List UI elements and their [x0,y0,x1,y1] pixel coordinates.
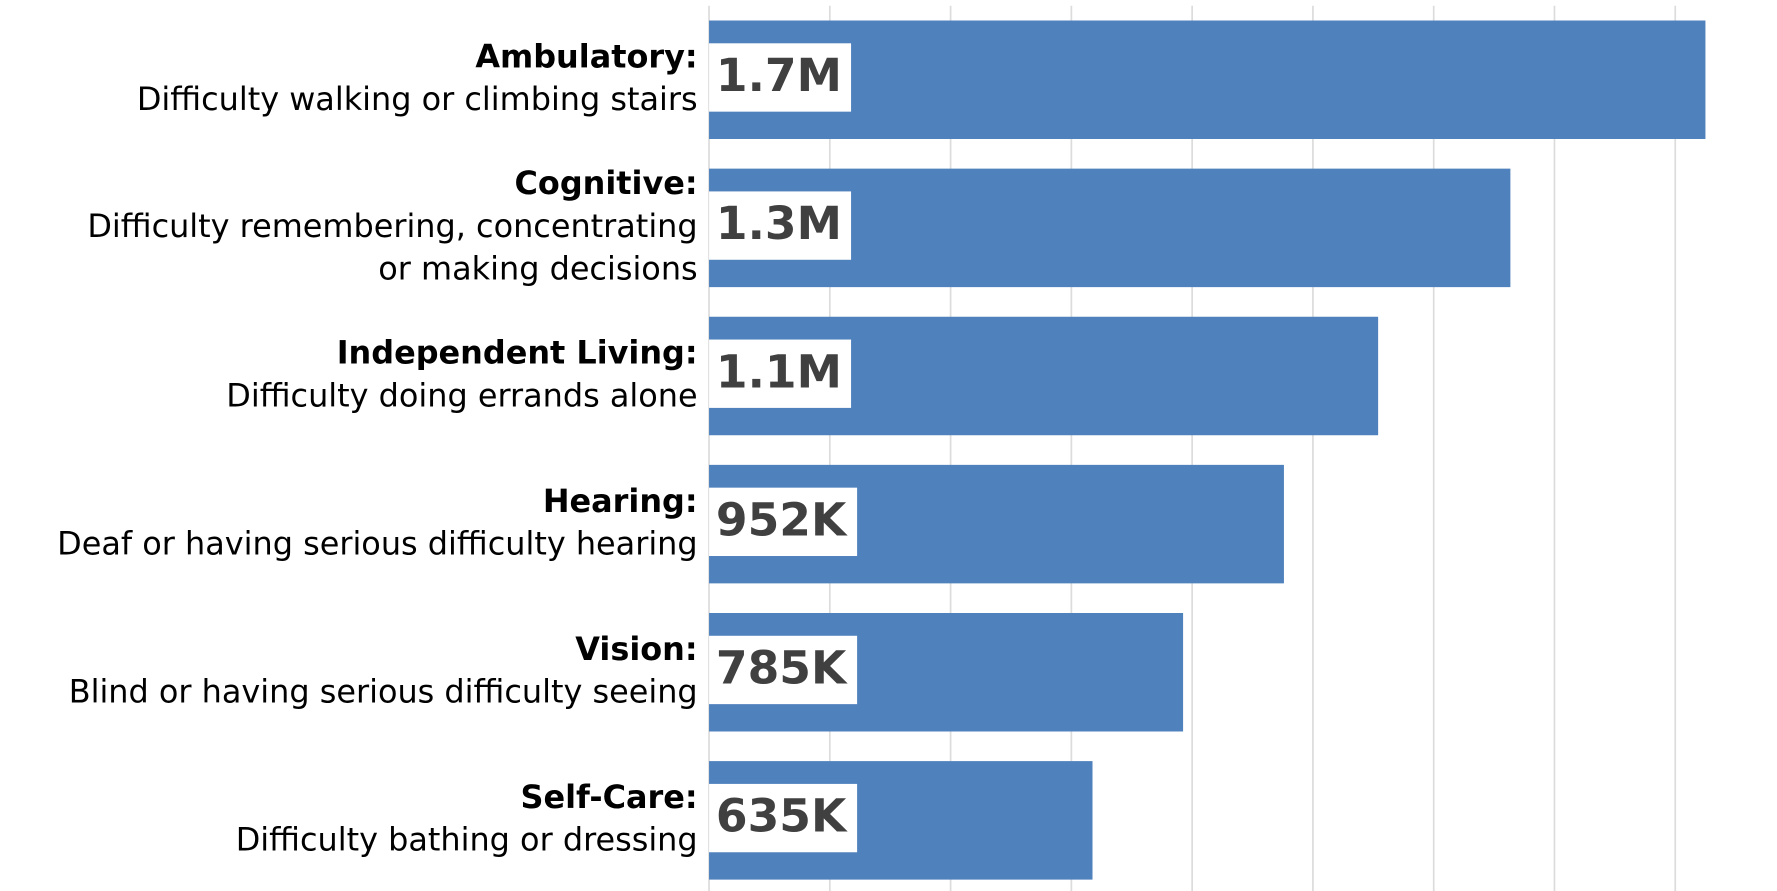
category-label: Vision: [575,630,697,668]
value-label: 952K [716,493,848,546]
category-description: or making decisions [378,250,697,288]
category-label: Cognitive: [515,164,698,202]
value-label: 1.1M [716,345,842,398]
bar [709,20,1706,140]
value-label: 1.3M [716,197,842,250]
value-label-box [709,783,858,853]
category-description: Difficulty doing errands alone [226,376,697,414]
value-label-box [709,191,852,260]
value-label: 785K [716,642,848,695]
category-description: Difficulty walking or climbing stairs [137,80,698,118]
category-description: Difficulty bathing or dressing [236,821,698,859]
category-label: Hearing: [543,482,698,520]
category-label: Ambulatory: [475,37,697,75]
value-label-box [709,635,858,705]
value-label: 635K [716,790,848,843]
category-description: Deaf or having serious difficulty hearin… [57,524,697,562]
value-label-box [709,339,852,408]
value-label: 1.7M [716,49,842,102]
category-label: Independent Living: [337,334,698,372]
category-label: Self-Care: [521,778,698,816]
value-label-box [709,43,852,112]
category-description: Blind or having serious difficulty seein… [69,673,698,711]
category-description: Difficulty remembering, concentrating [87,207,697,245]
value-label-box [709,487,858,557]
